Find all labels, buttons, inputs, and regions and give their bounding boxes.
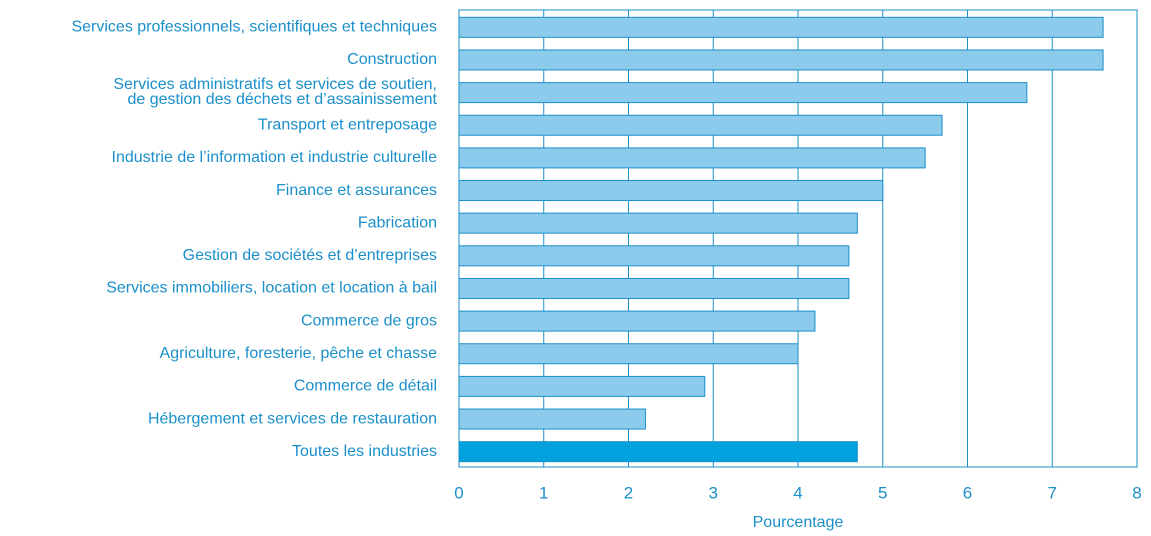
- y-tick-label: Services administratifs et services de s…: [113, 76, 437, 108]
- bar: [458, 310, 816, 332]
- y-tick-label: Construction: [347, 51, 437, 68]
- x-tick-label: 5: [878, 483, 887, 502]
- y-tick-label: Gestion de sociétés et d’entreprises: [183, 247, 437, 264]
- bar: [458, 49, 1104, 71]
- x-tick-label: 2: [624, 483, 633, 502]
- bar: [458, 16, 1104, 38]
- bar: [458, 82, 1028, 104]
- y-tick-label: Finance et assurances: [276, 182, 437, 199]
- bar: [458, 114, 943, 136]
- x-axis-label: Pourcentage: [753, 514, 844, 531]
- y-tick-label: Industrie de l’information et industrie …: [112, 149, 438, 166]
- bar: [458, 147, 926, 169]
- x-tick-label: 1: [539, 483, 548, 502]
- y-tick-label: Commerce de gros: [301, 312, 437, 329]
- y-tick-label: Services immobiliers, location et locati…: [106, 280, 437, 297]
- bar: [458, 180, 884, 202]
- x-tick-label: 3: [709, 483, 718, 502]
- bar: [458, 441, 858, 463]
- y-tick-label: Toutes les industries: [292, 443, 437, 460]
- y-tick-label: Agriculture, foresterie, pêche et chasse: [160, 345, 438, 362]
- x-tick-label: 0: [454, 483, 463, 502]
- bar: [458, 408, 646, 430]
- x-tick-label: 4: [793, 483, 802, 502]
- x-tick-label: 6: [963, 483, 972, 502]
- x-tick-label: 7: [1048, 483, 1057, 502]
- y-tick-label: Services professionnels, scientifiques e…: [71, 19, 437, 36]
- bar: [458, 343, 799, 365]
- bar: [458, 245, 850, 267]
- bar: [458, 277, 850, 299]
- bar: [458, 212, 858, 234]
- y-tick-label: Hébergement et services de restauration: [148, 410, 437, 427]
- x-tick-label: 8: [1132, 483, 1141, 502]
- y-tick-label: Fabrication: [358, 214, 437, 231]
- bar: [458, 375, 706, 397]
- y-tick-label: Commerce de détail: [294, 378, 437, 395]
- y-tick-label: Transport et entreposage: [258, 116, 437, 133]
